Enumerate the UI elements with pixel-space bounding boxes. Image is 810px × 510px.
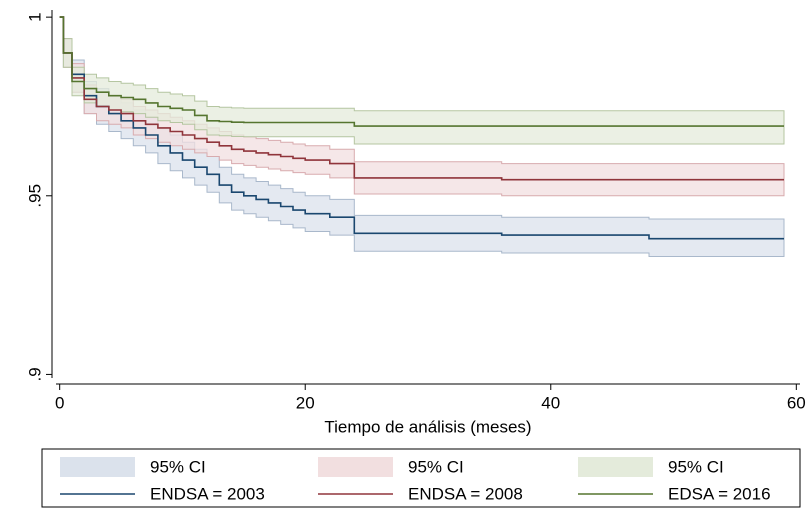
y-tick-label: 1 [25, 12, 44, 21]
survival-line [59, 16, 784, 127]
ci-band [59, 16, 785, 145]
survival-line [59, 16, 784, 181]
legend-ci-label: 95% CI [668, 457, 724, 476]
x-axis-label: Tiempo de análisis (meses) [324, 417, 531, 436]
x-tick-label: 40 [541, 393, 560, 412]
legend-ci-swatch [578, 457, 653, 477]
legend-ci-label: 95% CI [408, 457, 464, 476]
y-tick-label: .95 [25, 184, 44, 208]
legend-label: ENDSA = 2003 [150, 484, 265, 503]
x-tick-label: 60 [787, 393, 806, 412]
legend-ci-label: 95% CI [150, 457, 206, 476]
x-tick-label: 20 [296, 393, 315, 412]
y-tick-label: .9 [25, 367, 44, 381]
legend-label: ENDSA = 2008 [408, 484, 523, 503]
legend-ci-swatch [60, 457, 135, 477]
legend-box [41, 448, 801, 508]
legend-ci-swatch [318, 457, 393, 477]
x-tick-label: 0 [55, 393, 64, 412]
legend-label: EDSA = 2016 [668, 484, 771, 503]
